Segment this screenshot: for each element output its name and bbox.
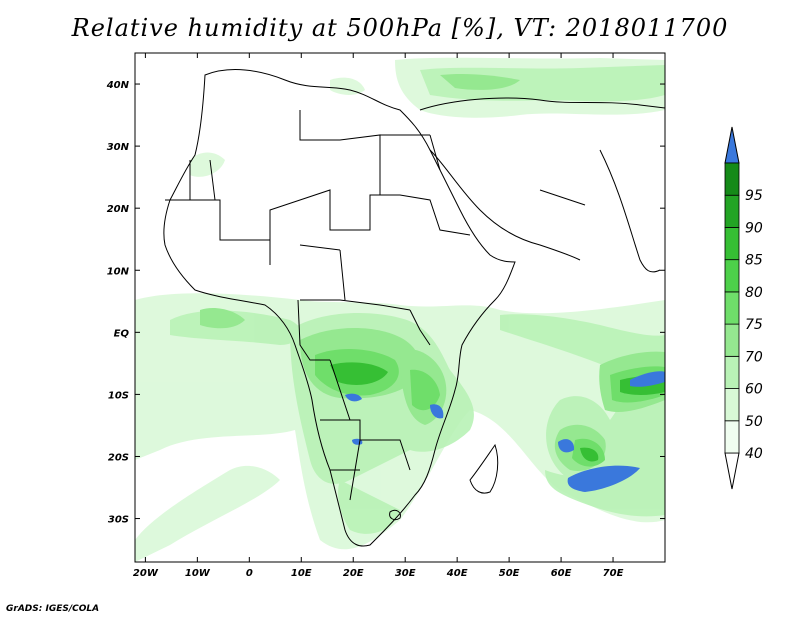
- grads-credit: GrADS: IGES/COLA: [6, 604, 100, 614]
- lat-tick-label-5: 10S: [108, 390, 129, 401]
- map-frame: [134, 52, 666, 563]
- colorbar-segment-3: [724, 323, 740, 357]
- lon-tick-label-1: 10W: [185, 568, 211, 579]
- colorbar-segment-2: [724, 355, 740, 389]
- coastlines: [163, 69, 665, 547]
- lon-tick-label-8: 60E: [551, 568, 572, 579]
- colorbar-label-85: 85: [745, 253, 763, 269]
- lat-tick-label-3: 10N: [107, 266, 130, 277]
- lat-tick-label-7: 30S: [108, 515, 129, 526]
- colorbar-over-triangle: [724, 126, 740, 164]
- colorbar-label-95: 95: [745, 188, 763, 204]
- lon-tick-label-9: 70E: [603, 568, 624, 579]
- colorbar-label-80: 80: [745, 285, 763, 301]
- colorbar-segment-4: [724, 291, 740, 325]
- lon-tick-label-4: 20E: [343, 568, 364, 579]
- colorbar-segment-8: [724, 162, 740, 196]
- colorbar-segment-1: [724, 388, 740, 422]
- colorbar-label-70: 70: [745, 349, 763, 365]
- colorbar-label-40: 40: [745, 446, 763, 462]
- lon-tick-label-0: 20W: [133, 568, 159, 579]
- colorbar-segment-5: [724, 259, 740, 293]
- lon-tick-label-5: 30E: [395, 568, 416, 579]
- lon-tick-label-3: 10E: [291, 568, 312, 579]
- lat-tick-label-4: EQ: [114, 328, 130, 339]
- lat-tick-label-1: 30N: [107, 142, 130, 153]
- colorbar-legend: 40 50 60 70 75 80 85 90 95: [724, 126, 763, 490]
- lon-tick-label-6: 40E: [446, 568, 468, 579]
- colorbar-segment-7: [724, 194, 740, 228]
- humidity-field: [135, 57, 665, 562]
- lat-tick-label-6: 20S: [108, 452, 129, 463]
- lat-tick-label-0: 40N: [106, 80, 130, 91]
- lat-tick-label-2: 20N: [107, 204, 130, 215]
- colorbar-segment-6: [724, 227, 740, 261]
- lon-tick-label-7: 50E: [499, 568, 520, 579]
- colorbar-label-75: 75: [745, 317, 763, 333]
- colorbar-label-90: 90: [745, 220, 763, 236]
- colorbar-under-triangle: [724, 452, 740, 490]
- colorbar-label-50: 50: [745, 414, 763, 430]
- axis-ticks: 20W 10W 0 10E 20E 30E 40E 50E 60E 70E 40N 30N 20N 10N…: [106, 53, 665, 579]
- colorbar-segment-0: [724, 420, 740, 454]
- colorbar-label-60: 60: [745, 382, 763, 398]
- lon-tick-label-2: 0: [246, 568, 253, 579]
- map-title: Relative humidity at 500hPa [%], VT: 201…: [71, 14, 729, 42]
